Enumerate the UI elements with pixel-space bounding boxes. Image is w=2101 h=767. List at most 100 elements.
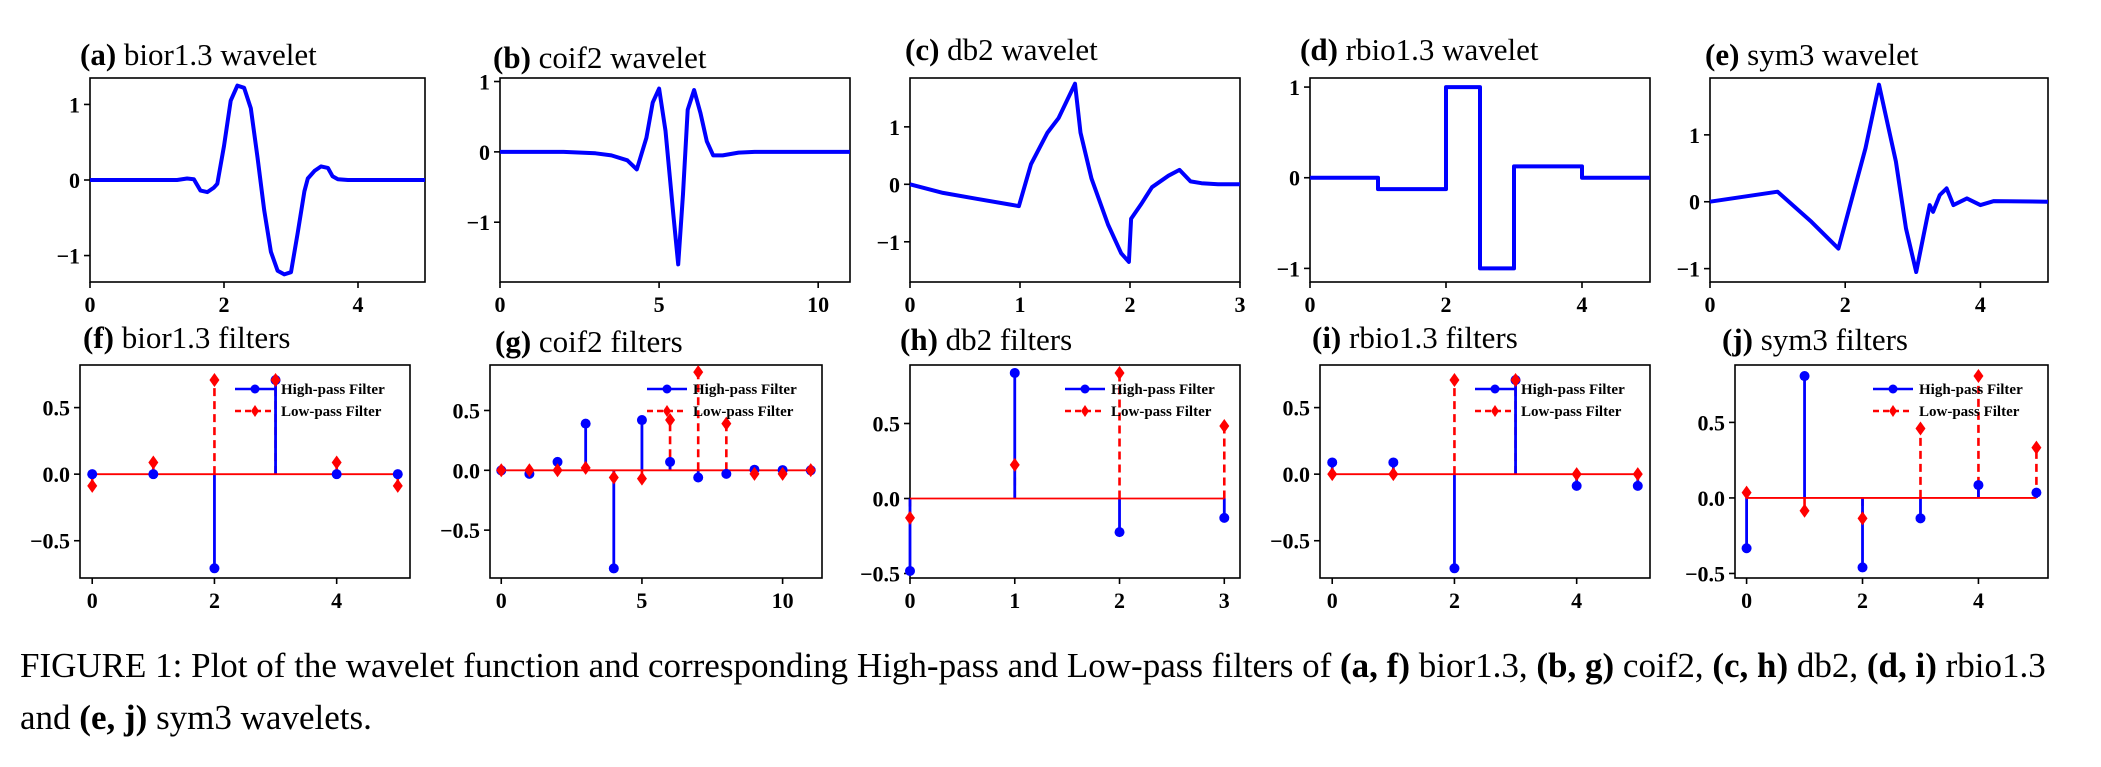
x-tick-label: 0	[1327, 588, 1338, 613]
y-tick-label: −1	[1676, 257, 1700, 282]
plot-frame	[489, 364, 823, 579]
y-tick-label: 0.5	[873, 412, 901, 437]
caption-ref: (c, h)	[1712, 646, 1789, 685]
y-tick-label: 1	[479, 70, 490, 95]
y-tick-label: 1	[889, 115, 900, 140]
low-pass-marker	[1449, 373, 1460, 388]
low-pass-marker	[693, 365, 704, 380]
legend-label: Low-pass Filter	[281, 404, 382, 420]
wavelet-line	[90, 83, 425, 277]
x-tick-label: 0	[1741, 588, 1752, 613]
low-pass-marker	[552, 463, 563, 478]
x-tick-label: 2	[219, 292, 230, 317]
panel-label: (a)	[80, 37, 116, 72]
y-tick-label: 0	[1289, 166, 1300, 191]
low-pass-marker	[2031, 440, 2042, 455]
y-tick-label: 0	[69, 168, 80, 193]
chart-panel-c: (c) db2 wavelet 0 1 2 3 −1 0 1	[876, 32, 1245, 317]
panel-label: (i)	[1312, 320, 1341, 355]
chart-title: (f) bior1.3 filters	[83, 320, 290, 355]
wavelet-line	[1709, 82, 2049, 274]
y-tick-label: −0.5	[440, 518, 480, 543]
caption-text: rbio1.3 and	[20, 646, 2046, 737]
legend-marker	[1889, 405, 1897, 417]
legend-marker	[1081, 405, 1089, 417]
x-tick-label: 2	[1449, 588, 1460, 613]
caption-text: FIGURE 1: Plot of the wavelet function a…	[20, 646, 1341, 685]
x-tick-label: 3	[1219, 588, 1230, 613]
y-tick-label: −0.5	[1270, 529, 1310, 554]
x-tick-label: 1	[1009, 588, 1020, 613]
legend-label: High-pass Filter	[281, 382, 385, 398]
low-pass-marker	[1973, 369, 1984, 384]
chart-title: (j) sym3 filters	[1722, 322, 1908, 357]
high-pass-marker	[1571, 480, 1582, 491]
high-pass-marker	[1009, 367, 1020, 378]
plot-frame	[1319, 364, 1651, 579]
chart-title: (i) rbio1.3 filters	[1312, 320, 1518, 355]
y-tick-label: 0	[1689, 190, 1700, 215]
panel-label: (e)	[1705, 37, 1739, 72]
y-tick-label: 0.5	[1698, 410, 1726, 435]
high-pass-marker	[665, 456, 676, 467]
high-pass-marker	[1973, 480, 1984, 491]
high-pass-marker	[1857, 562, 1868, 573]
y-tick-label: 0.0	[873, 487, 901, 512]
y-tick-label: 1	[69, 92, 80, 117]
legend-marker	[251, 405, 259, 417]
chart-title: (a) bior1.3 wavelet	[80, 37, 317, 72]
low-pass-marker	[665, 413, 676, 428]
panel-title-text: bior1.3 filters	[114, 320, 291, 355]
x-tick-label: 3	[1235, 292, 1246, 317]
x-tick-label: 5	[654, 292, 665, 317]
y-tick-label: −1	[876, 230, 900, 255]
panel-label: (b)	[493, 40, 531, 75]
x-tick-label: 0	[1305, 292, 1316, 317]
panel-title-text: bior1.3 wavelet	[116, 37, 317, 72]
y-tick-label: 0.5	[453, 398, 481, 423]
caption-text: db2,	[1788, 646, 1867, 685]
high-pass-marker	[608, 563, 619, 574]
caption-text: sym3 wavelets.	[147, 698, 372, 737]
panel-label: (f)	[83, 320, 114, 355]
high-pass-marker	[331, 469, 342, 480]
plot-frame	[909, 364, 1241, 579]
low-pass-marker	[749, 466, 760, 481]
y-tick-label: 0.5	[1283, 396, 1311, 421]
caption-ref: (a, f)	[1340, 646, 1410, 685]
low-pass-marker	[331, 455, 342, 470]
y-tick-label: 0	[479, 140, 490, 165]
x-tick-label: 4	[331, 588, 342, 613]
y-tick-label: −0.5	[1685, 561, 1725, 586]
plot-frame	[909, 77, 1241, 283]
x-tick-label: 4	[1975, 292, 1986, 317]
wavelet-line	[909, 81, 1240, 264]
figure-caption: FIGURE 1: Plot of the wavelet function a…	[20, 640, 2090, 744]
y-tick-label: 0	[889, 172, 900, 197]
legend-marker	[1491, 405, 1499, 417]
chart-legend: High-pass Filter Low-pass Filter	[647, 382, 797, 420]
y-tick-label: 0.0	[1698, 486, 1726, 511]
y-tick-label: −0.5	[860, 562, 900, 587]
chart-title: (g) coif2 filters	[495, 324, 683, 359]
legend-marker	[250, 384, 260, 394]
high-pass-marker	[1388, 457, 1399, 468]
x-tick-label: 4	[1577, 292, 1588, 317]
chart-panel-b: (b) coif2 wavelet 0 5 10 −1 0 1	[466, 40, 851, 317]
high-pass-marker	[1632, 480, 1643, 491]
chart-panel-i: (i) rbio1.3 filters 0 2 4 −0.5 0.0 0.5 High-pas…	[1270, 320, 1651, 613]
chart-panel-g: (g) coif2 filters 0 5 10 −0.5 0.0 0.5 High-pass…	[440, 324, 823, 613]
low-pass-marker	[608, 470, 619, 485]
legend-label: High-pass Filter	[693, 382, 797, 398]
x-tick-label: 4	[1571, 588, 1582, 613]
legend-marker	[663, 405, 671, 417]
high-pass-marker	[1219, 512, 1230, 523]
x-tick-label: 0	[1705, 292, 1716, 317]
y-tick-label: −1	[56, 244, 80, 269]
panel-title-text: sym3 wavelet	[1739, 37, 1918, 72]
low-pass-marker	[87, 478, 98, 493]
x-tick-label: 2	[1441, 292, 1452, 317]
